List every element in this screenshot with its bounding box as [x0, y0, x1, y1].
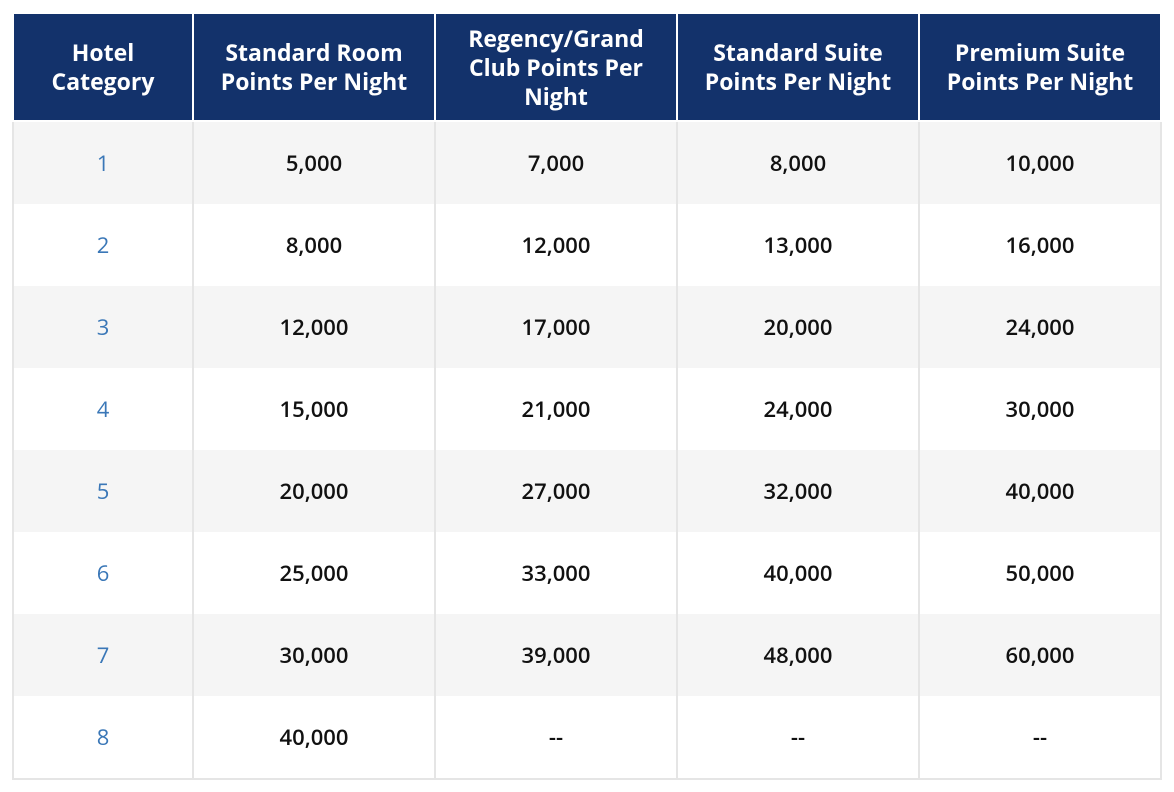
cell-standard-suite: 8,000	[677, 121, 919, 204]
category-link[interactable]: 6	[97, 558, 110, 588]
cell-standard-suite: 20,000	[677, 286, 919, 368]
category-link[interactable]: 4	[97, 394, 110, 424]
table-header: Hotel Category Standard Room Points Per …	[13, 13, 1161, 121]
table-row: 5 20,000 27,000 32,000 40,000	[13, 450, 1161, 532]
category-link[interactable]: 3	[97, 312, 110, 342]
table-row: 2 8,000 12,000 13,000 16,000	[13, 204, 1161, 286]
cell-standard-suite: 13,000	[677, 204, 919, 286]
header-category: Hotel Category	[13, 13, 193, 121]
points-table: Hotel Category Standard Room Points Per …	[12, 12, 1162, 780]
cell-premium-suite: --	[919, 696, 1161, 779]
table-row: 8 40,000 -- -- --	[13, 696, 1161, 779]
cell-standard-room: 20,000	[193, 450, 435, 532]
cell-standard-room: 15,000	[193, 368, 435, 450]
category-link[interactable]: 2	[97, 230, 110, 260]
cell-club: 21,000	[435, 368, 677, 450]
cell-club: 27,000	[435, 450, 677, 532]
category-link[interactable]: 5	[97, 476, 110, 506]
cell-standard-suite: --	[677, 696, 919, 779]
table-row: 7 30,000 39,000 48,000 60,000	[13, 614, 1161, 696]
table-row: 1 5,000 7,000 8,000 10,000	[13, 121, 1161, 204]
cell-club: 39,000	[435, 614, 677, 696]
cell-premium-suite: 40,000	[919, 450, 1161, 532]
header-premium-suite: Premium Suite Points Per Night	[919, 13, 1161, 121]
header-standard-room: Standard Room Points Per Night	[193, 13, 435, 121]
category-link[interactable]: 8	[97, 722, 110, 752]
cell-standard-room: 25,000	[193, 532, 435, 614]
cell-standard-room: 40,000	[193, 696, 435, 779]
cell-standard-room: 12,000	[193, 286, 435, 368]
category-link[interactable]: 1	[97, 148, 110, 178]
cell-premium-suite: 24,000	[919, 286, 1161, 368]
cell-standard-room: 8,000	[193, 204, 435, 286]
cell-club: 12,000	[435, 204, 677, 286]
table-row: 6 25,000 33,000 40,000 50,000	[13, 532, 1161, 614]
cell-premium-suite: 16,000	[919, 204, 1161, 286]
cell-standard-suite: 40,000	[677, 532, 919, 614]
table-row: 4 15,000 21,000 24,000 30,000	[13, 368, 1161, 450]
table-body: 1 5,000 7,000 8,000 10,000 2 8,000 12,00…	[13, 121, 1161, 779]
cell-standard-suite: 24,000	[677, 368, 919, 450]
category-link[interactable]: 7	[97, 640, 110, 670]
cell-club: --	[435, 696, 677, 779]
cell-club: 33,000	[435, 532, 677, 614]
header-standard-suite: Standard Suite Points Per Night	[677, 13, 919, 121]
cell-standard-room: 30,000	[193, 614, 435, 696]
cell-premium-suite: 50,000	[919, 532, 1161, 614]
cell-standard-room: 5,000	[193, 121, 435, 204]
table-row: 3 12,000 17,000 20,000 24,000	[13, 286, 1161, 368]
cell-premium-suite: 60,000	[919, 614, 1161, 696]
cell-premium-suite: 10,000	[919, 121, 1161, 204]
cell-standard-suite: 48,000	[677, 614, 919, 696]
cell-club: 17,000	[435, 286, 677, 368]
cell-standard-suite: 32,000	[677, 450, 919, 532]
header-club: Regency/Grand Club Points Per Night	[435, 13, 677, 121]
cell-premium-suite: 30,000	[919, 368, 1161, 450]
cell-club: 7,000	[435, 121, 677, 204]
